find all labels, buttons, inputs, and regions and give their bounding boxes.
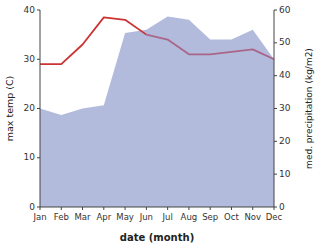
x-tick	[252, 207, 253, 210]
chart-container: 0 10 20 30 40 0 10 20 30 40 50 60 Jan Feb Mar Apr May Jun…	[0, 0, 318, 247]
y2-tick	[274, 10, 277, 11]
y2-tick-label: 20	[279, 136, 291, 146]
y-tick	[37, 108, 40, 109]
y2-tick-label: 0	[279, 202, 285, 212]
y-tick-label: 10	[24, 152, 36, 162]
y2-tick-label: 50	[279, 37, 291, 47]
x-tick-label: Feb	[54, 212, 69, 222]
plot-area	[40, 17, 274, 207]
x-axis-line	[40, 207, 274, 208]
x-tick-label: Mar	[75, 212, 92, 222]
y-axis-label: max temp (C)	[4, 76, 15, 142]
y2-tick	[274, 42, 277, 43]
x-tick	[274, 207, 275, 210]
y2-tick-label: 30	[279, 103, 291, 113]
y-tick-label: 20	[24, 103, 36, 113]
y-tick	[37, 59, 40, 60]
x-tick	[82, 207, 83, 210]
x-tick-label: Sep	[202, 212, 218, 222]
x-axis-label: date (month)	[120, 232, 194, 243]
x-tick	[188, 207, 189, 210]
y2-tick-label: 10	[279, 169, 291, 179]
temp-line	[146, 35, 274, 60]
precip-area	[40, 17, 274, 207]
y-tick-label: 40	[24, 5, 36, 15]
y-tick	[37, 157, 40, 158]
y2-tick-label: 40	[279, 70, 291, 80]
y2-tick	[274, 174, 277, 175]
temp-line	[40, 17, 146, 64]
y2-tick	[274, 141, 277, 142]
x-tick	[125, 207, 126, 210]
x-tick	[61, 207, 62, 210]
y-tick	[37, 10, 40, 11]
y2-tick	[274, 108, 277, 109]
x-tick-label: May	[116, 212, 134, 222]
y2-tick-label: 60	[279, 5, 291, 15]
x-tick-label: Apr	[96, 212, 111, 222]
x-tick-label: Jul	[162, 212, 173, 222]
x-tick-label: Aug	[181, 212, 198, 222]
x-tick	[40, 207, 41, 210]
x-tick-label: Nov	[244, 212, 261, 222]
axes: 0 10 20 30 40 0 10 20 30 40 50 60 Jan Feb Mar Apr May Jun…	[24, 5, 291, 223]
x-tick-label: Oct	[224, 212, 239, 222]
x-tick-label: Jan	[32, 212, 46, 222]
x-tick	[167, 207, 168, 210]
y2-tick	[274, 75, 277, 76]
x-tick	[210, 207, 211, 210]
y-tick-label: 0	[29, 202, 35, 212]
x-tick-label: Dec	[266, 212, 283, 222]
x-tick	[231, 207, 232, 210]
x-tick	[146, 207, 147, 210]
chart-svg: 0 10 20 30 40 0 10 20 30 40 50 60 Jan Feb Mar Apr May Jun…	[0, 0, 318, 247]
y-tick-label: 30	[24, 54, 36, 64]
x-tick	[103, 207, 104, 210]
x-tick-label: Jun	[139, 212, 153, 222]
y2-axis-label: med. precipitation (kg/m2)	[304, 48, 314, 169]
